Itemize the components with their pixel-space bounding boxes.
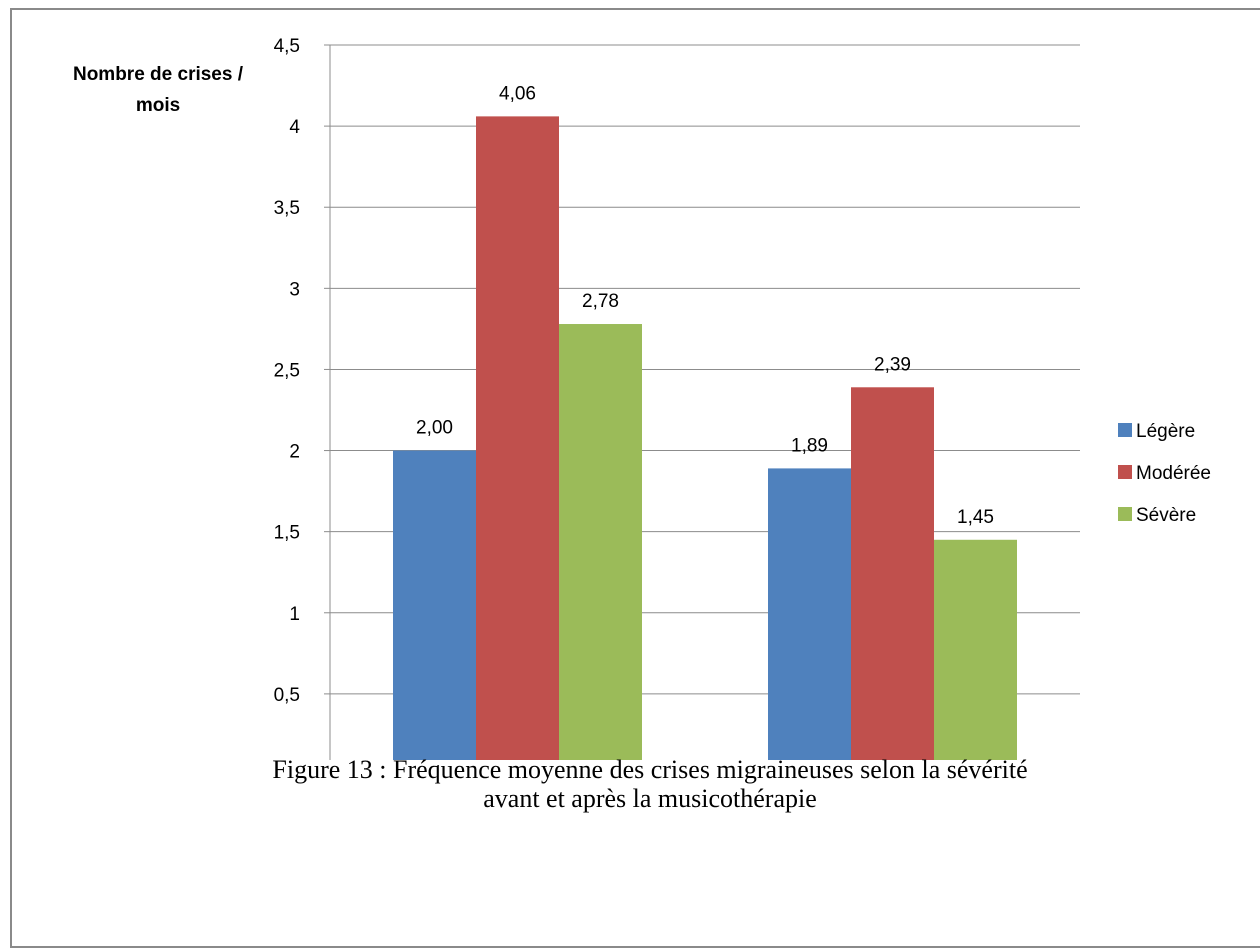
y-tick-label: 4,5 [274, 36, 300, 57]
data-labels: 2,00 4,06 2,78 1,89 2,39 1,45 [416, 83, 994, 527]
y-axis-label-line1: Nombre de crises / [73, 64, 244, 85]
bar [851, 387, 934, 760]
data-label: 2,39 [874, 354, 911, 375]
bar [393, 450, 476, 760]
axes [324, 44, 331, 760]
y-tick-label: 3 [289, 279, 300, 300]
y-tick-label: 2,5 [274, 360, 300, 381]
y-tick-label: 3,5 [274, 198, 300, 219]
data-label: 4,06 [499, 83, 536, 104]
y-tick-label: 0,5 [274, 685, 300, 706]
legend-swatch [1118, 465, 1132, 479]
legend-swatch [1118, 507, 1132, 521]
legend-label: Légère [1136, 421, 1195, 442]
legend-swatch [1118, 423, 1132, 437]
tick-labels: 00,511,522,533,544,5 [274, 36, 301, 706]
bar [934, 539, 1017, 760]
y-tick-label: 4 [289, 117, 300, 138]
y-axis-label-line2: mois [136, 95, 180, 116]
legend-label: Modérée [1136, 463, 1211, 484]
bar [768, 468, 851, 760]
bar [476, 116, 559, 760]
legend: Légère Modérée Sévère [1118, 421, 1211, 526]
y-tick-label: 2 [289, 442, 300, 463]
figure-caption: Figure 13 : Fréquence moyenne des crises… [40, 755, 1260, 813]
data-label: 1,45 [957, 507, 994, 528]
bars [393, 116, 1017, 760]
data-label: 2,00 [416, 418, 453, 439]
legend-label: Sévère [1136, 505, 1196, 526]
data-label: 2,78 [582, 291, 619, 312]
data-label: 1,89 [791, 435, 828, 456]
caption-line-2: avant et après la musicothérapie [483, 784, 817, 813]
bar-chart: 2,004,062,781,892,391,45 00,511,522,533,… [73, 36, 1211, 760]
bar [559, 324, 642, 760]
y-tick-label: 1 [289, 604, 300, 625]
y-tick-label: 1,5 [274, 523, 300, 544]
caption-line-1: Figure 13 : Fréquence moyenne des crises… [272, 755, 1028, 784]
